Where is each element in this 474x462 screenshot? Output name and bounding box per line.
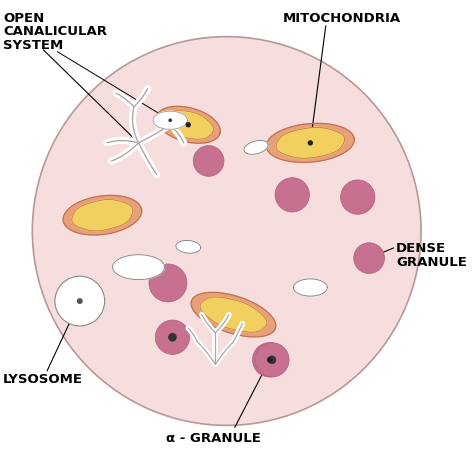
Text: α - GRANULE: α - GRANULE [166,432,261,445]
Circle shape [168,118,172,122]
Text: SYSTEM: SYSTEM [3,39,63,52]
Polygon shape [244,140,268,154]
Polygon shape [156,106,220,143]
Circle shape [77,298,83,304]
Circle shape [253,343,287,377]
Circle shape [268,356,276,364]
Circle shape [354,243,384,274]
Circle shape [32,36,421,426]
Polygon shape [153,111,187,129]
Text: GRANULE: GRANULE [396,256,467,269]
Text: OPEN: OPEN [3,12,44,25]
Circle shape [185,122,191,128]
Text: DENSE: DENSE [396,242,447,255]
Polygon shape [176,240,201,253]
Polygon shape [266,123,354,162]
Circle shape [193,146,224,176]
Circle shape [267,357,273,363]
Polygon shape [163,110,213,139]
Polygon shape [191,292,276,337]
Text: LYSOSOME: LYSOSOME [3,373,83,386]
Circle shape [149,264,187,302]
Circle shape [168,333,177,341]
Circle shape [308,140,313,146]
Circle shape [341,180,375,214]
Polygon shape [200,297,267,332]
Polygon shape [63,195,142,235]
Circle shape [155,320,190,354]
Circle shape [275,178,310,212]
Polygon shape [276,128,345,158]
Circle shape [55,276,105,326]
Circle shape [255,343,289,377]
Text: MITOCHONDRIA: MITOCHONDRIA [283,12,401,25]
Polygon shape [293,279,327,296]
Polygon shape [72,200,133,231]
Text: CANALICULAR: CANALICULAR [3,25,107,38]
Polygon shape [113,255,164,280]
